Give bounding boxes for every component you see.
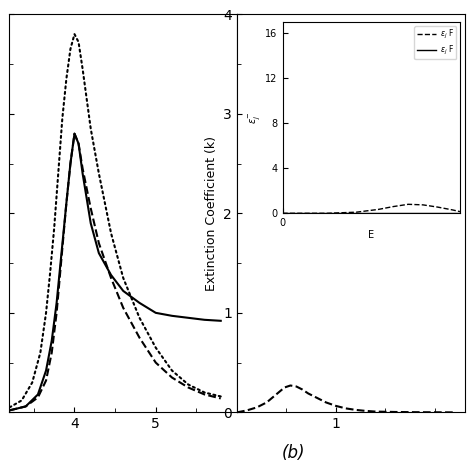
Y-axis label: Extinction Coefficient (k): Extinction Coefficient (k) <box>205 136 218 291</box>
Text: (b): (b) <box>282 444 306 462</box>
